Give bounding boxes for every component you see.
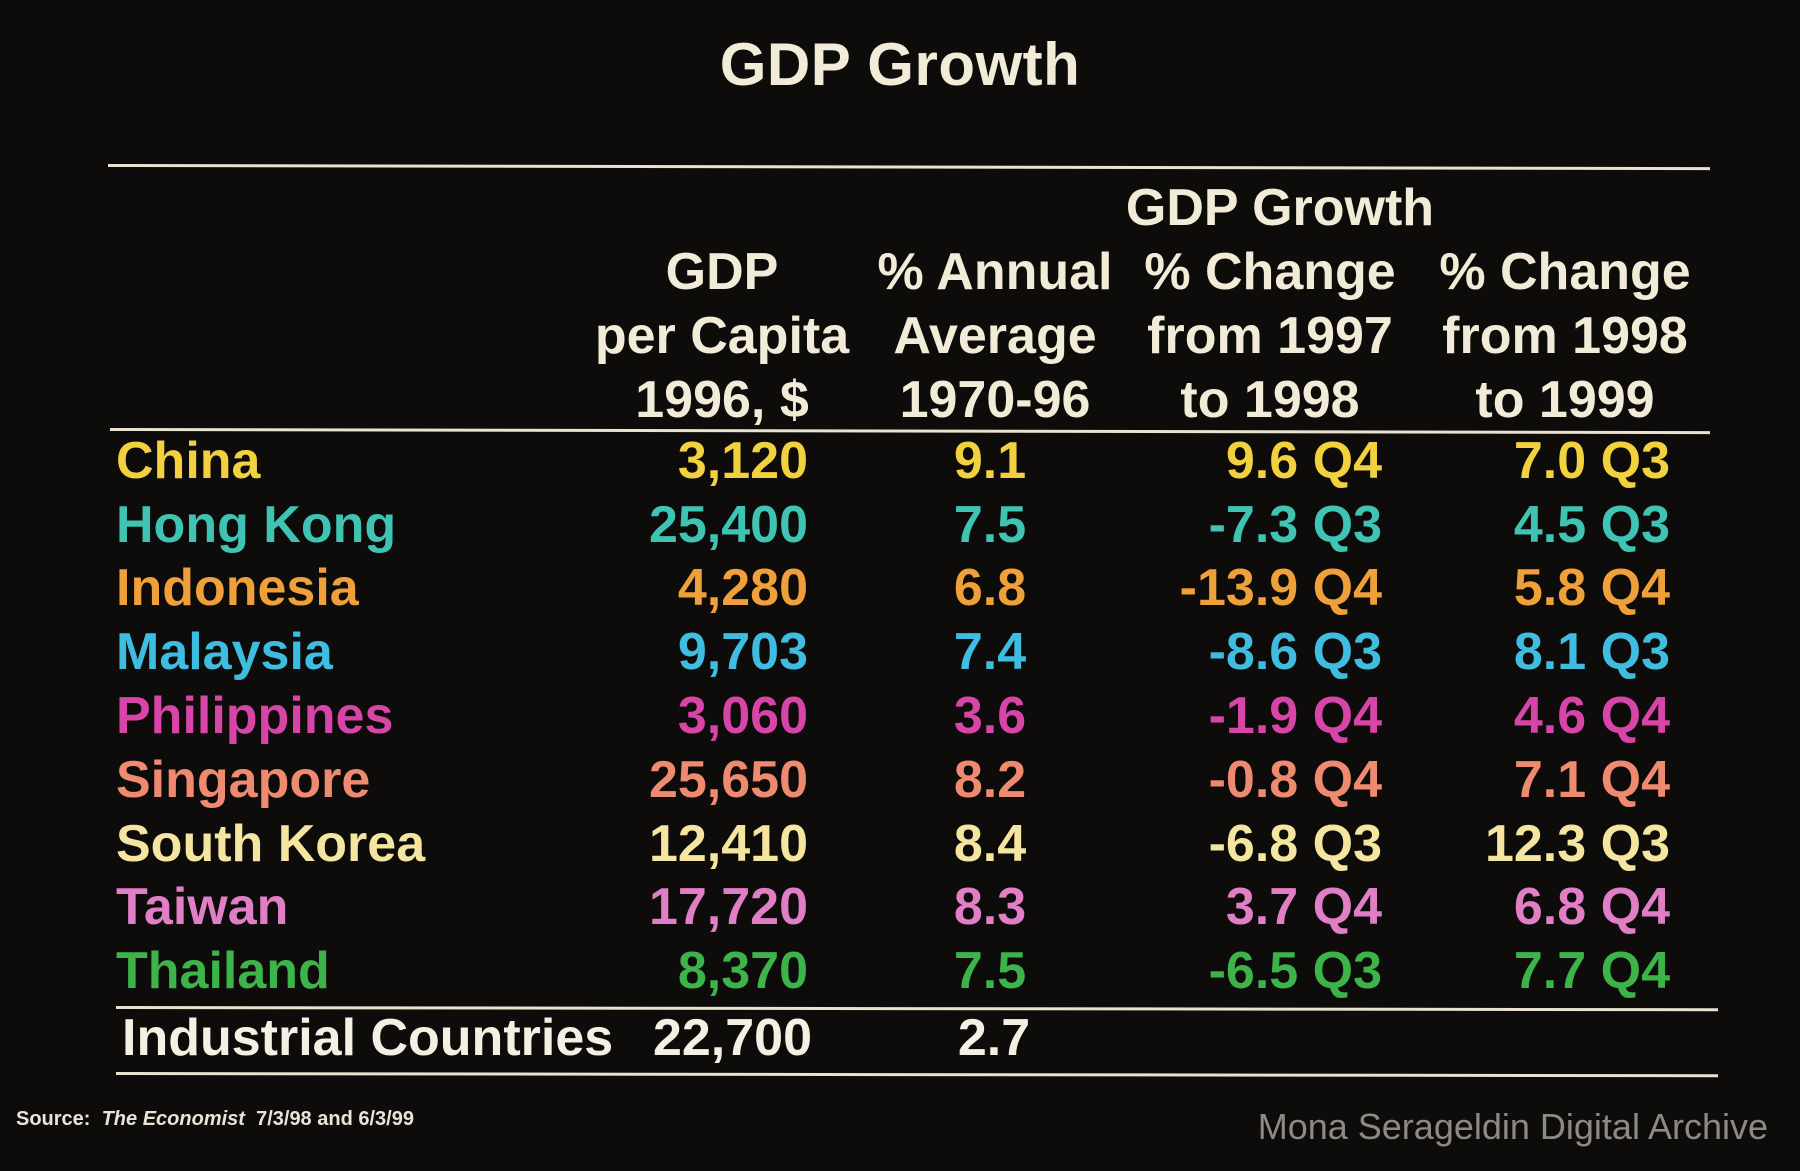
row-gdp-per-capita: 4,280: [677, 559, 808, 617]
row-gdp-per-capita: 3,060: [677, 687, 808, 745]
row-gdp-per-capita: 3,120: [677, 432, 808, 490]
row-change-1997-1998: -7.3 Q3: [1208, 496, 1382, 554]
bottom-divider: [115, 1072, 1719, 1078]
slide-title: GDP Growth: [719, 31, 1081, 98]
row-change-1998-1999: 5.8 Q4: [1513, 559, 1670, 617]
column-header-gdp-per-capita: GDP per Capita 1996, $: [594, 243, 850, 429]
row-annual-average: 8.3: [953, 878, 1027, 936]
gdp-growth-group-header: GDP Growth: [1125, 179, 1435, 237]
row-country: South Korea: [116, 815, 426, 873]
top-divider: [107, 164, 1710, 171]
row-change-1997-1998: 3.7 Q4: [1225, 878, 1382, 936]
industrial-gdp-per-capita: 22,700: [652, 1009, 812, 1067]
row-annual-average: 7.4: [953, 623, 1027, 681]
row-country: Malaysia: [116, 623, 333, 681]
row-change-1997-1998: -8.6 Q3: [1208, 623, 1382, 681]
row-country: China: [116, 432, 261, 490]
table-row: Singapore 25,650 8.2 -0.8 Q4 7.1 Q4: [0, 749, 1800, 811]
row-gdp-per-capita: 9,703: [677, 623, 808, 681]
row-annual-average: 3.6: [953, 687, 1027, 745]
row-country: Indonesia: [116, 559, 359, 617]
industrial-label: Industrial Countries: [122, 1009, 614, 1067]
column-header-annual-average: % Annual Average 1970-96: [877, 243, 1113, 429]
row-annual-average: 7.5: [953, 496, 1027, 554]
industrial-annual-average: 2.7: [957, 1009, 1031, 1067]
row-gdp-per-capita: 17,720: [648, 878, 808, 936]
row-annual-average: 9.1: [953, 432, 1027, 490]
row-change-1997-1998: -6.5 Q3: [1208, 942, 1382, 1000]
row-change-1997-1998: -1.9 Q4: [1208, 687, 1382, 745]
row-change-1997-1998: 9.6 Q4: [1225, 432, 1382, 490]
row-annual-average: 8.4: [953, 815, 1027, 873]
table-row: Indonesia 4,280 6.8 -13.9 Q4 5.8 Q4: [0, 557, 1800, 619]
table-row: South Korea 12,410 8.4 -6.8 Q3 12.3 Q3: [0, 813, 1800, 875]
industrial-countries-row: Industrial Countries 22,700 2.7: [0, 1005, 1800, 1071]
table-row: China 3,120 9.1 9.6 Q4 7.0 Q3: [0, 430, 1800, 492]
row-country: Taiwan: [116, 878, 289, 936]
table-row: Philippines 3,060 3.6 -1.9 Q4 4.6 Q4: [0, 685, 1800, 747]
row-change-1997-1998: -6.8 Q3: [1208, 815, 1382, 873]
row-country: Thailand: [116, 942, 330, 1000]
table-row: Malaysia 9,703 7.4 -8.6 Q3 8.1 Q3: [0, 621, 1800, 683]
archive-watermark: Mona Serageldin Digital Archive: [1257, 1106, 1768, 1147]
source-journal: The Economist: [101, 1108, 245, 1130]
row-change-1998-1999: 8.1 Q3: [1513, 623, 1670, 681]
row-annual-average: 7.5: [953, 942, 1027, 1000]
row-change-1997-1998: -0.8 Q4: [1208, 751, 1382, 809]
row-country: Hong Kong: [116, 496, 397, 554]
source-note: Source: The Economist 7/3/98 and 6/3/99: [16, 1108, 414, 1131]
row-gdp-per-capita: 25,400: [648, 496, 808, 554]
row-change-1998-1999: 4.6 Q4: [1513, 687, 1670, 745]
source-prefix: Source:: [16, 1108, 91, 1130]
table-row: Taiwan 17,720 8.3 3.7 Q4 6.8 Q4: [0, 876, 1800, 938]
column-header-change-1997-1998: % Change from 1997 to 1998: [1144, 243, 1396, 429]
row-change-1998-1999: 7.7 Q4: [1513, 942, 1670, 1000]
column-header-change-1998-1999: % Change from 1998 to 1999: [1439, 243, 1691, 429]
row-change-1998-1999: 7.1 Q4: [1513, 751, 1670, 809]
row-gdp-per-capita: 25,650: [648, 751, 808, 809]
row-change-1997-1998: -13.9 Q4: [1179, 559, 1382, 617]
table-row: Thailand 8,370 7.5 -6.5 Q3 7.7 Q4: [0, 940, 1800, 1002]
row-annual-average: 8.2: [953, 751, 1027, 809]
row-change-1998-1999: 4.5 Q3: [1513, 496, 1670, 554]
table-row: Hong Kong 25,400 7.5 -7.3 Q3 4.5 Q3: [0, 494, 1800, 556]
source-dates: 7/3/98 and 6/3/99: [256, 1108, 414, 1130]
row-change-1998-1999: 12.3 Q3: [1484, 815, 1670, 873]
row-gdp-per-capita: 12,410: [648, 815, 808, 873]
row-annual-average: 6.8: [953, 559, 1027, 617]
row-gdp-per-capita: 8,370: [677, 942, 808, 1000]
row-country: Singapore: [116, 751, 371, 809]
row-change-1998-1999: 6.8 Q4: [1513, 878, 1670, 936]
row-country: Philippines: [116, 687, 394, 745]
row-change-1998-1999: 7.0 Q3: [1513, 432, 1670, 490]
